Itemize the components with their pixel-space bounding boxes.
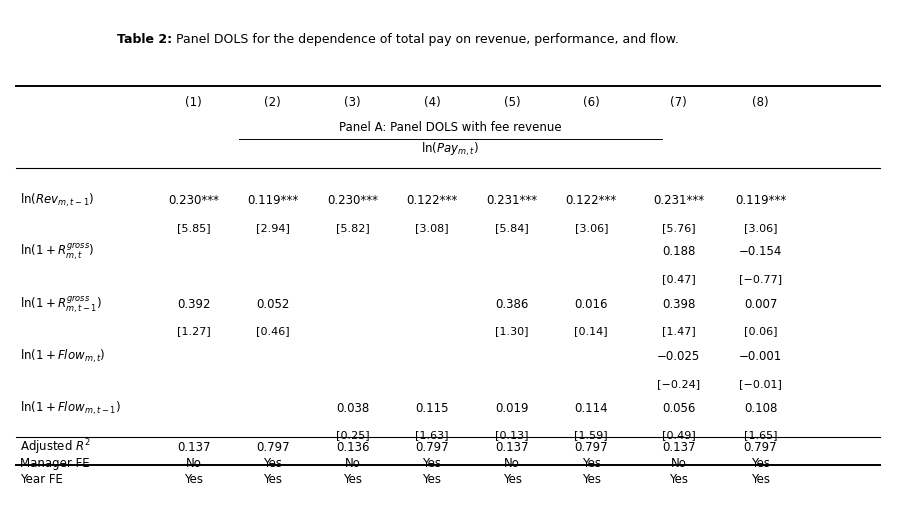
Text: 0.038: 0.038 [337, 402, 369, 415]
Text: 0.230***: 0.230*** [168, 194, 219, 207]
Text: Adjusted $R^2$: Adjusted $R^2$ [20, 438, 91, 457]
Text: [3.06]: [3.06] [743, 223, 778, 233]
Text: [0.46]: [0.46] [256, 327, 290, 337]
Text: 0.398: 0.398 [662, 298, 696, 311]
Text: [1.30]: [1.30] [495, 327, 529, 337]
Text: [−0.24]: [−0.24] [657, 379, 700, 389]
Text: 0.016: 0.016 [574, 298, 608, 311]
Text: [−0.77]: [−0.77] [739, 274, 782, 284]
Text: Yes: Yes [669, 473, 689, 486]
Text: ln$(1 + R^{\mathit{gross}}_{m,t-1})$: ln$(1 + R^{\mathit{gross}}_{m,t-1})$ [20, 294, 102, 314]
Text: [2.94]: [2.94] [256, 223, 290, 233]
Text: Yes: Yes [751, 457, 770, 470]
Text: Yes: Yes [422, 457, 442, 470]
Text: 0.122***: 0.122*** [566, 194, 617, 207]
Text: 0.114: 0.114 [574, 402, 608, 415]
Text: [0.13]: [0.13] [495, 430, 529, 441]
Text: Yes: Yes [581, 473, 601, 486]
Text: Yes: Yes [581, 457, 601, 470]
Text: [5.82]: [5.82] [336, 223, 370, 233]
Text: 0.108: 0.108 [743, 402, 778, 415]
Text: (8): (8) [752, 96, 769, 109]
Text: 0.136: 0.136 [336, 441, 370, 454]
Text: Year FE: Year FE [20, 473, 63, 486]
Text: −0.154: −0.154 [739, 245, 782, 258]
Text: [1.27]: [1.27] [176, 327, 211, 337]
Text: Yes: Yes [502, 473, 522, 486]
Text: ln($\mathit{Rev}_{m,t-1}$): ln($\mathit{Rev}_{m,t-1}$) [20, 192, 94, 209]
Text: ln$(1 + \mathit{Flow}_{m,t-1})$: ln$(1 + \mathit{Flow}_{m,t-1})$ [20, 400, 121, 417]
Text: [3.06]: [3.06] [574, 223, 608, 233]
Text: 0.231***: 0.231*** [487, 194, 537, 207]
Text: ln$(1 + \mathit{Flow}_{m,t})$: ln$(1 + \mathit{Flow}_{m,t})$ [20, 348, 105, 365]
Text: ln($\mathit{Pay}_{m,t}$): ln($\mathit{Pay}_{m,t}$) [421, 141, 479, 158]
Text: 0.052: 0.052 [256, 298, 290, 311]
Text: (4): (4) [424, 96, 440, 109]
Text: (6): (6) [583, 96, 599, 109]
Text: 0.386: 0.386 [495, 298, 529, 311]
Text: ln$(1 + R^{\mathit{gross}}_{m,t})$: ln$(1 + R^{\mathit{gross}}_{m,t})$ [20, 241, 94, 262]
Text: 0.007: 0.007 [743, 298, 778, 311]
Text: 0.797: 0.797 [256, 441, 290, 454]
Text: No: No [345, 457, 361, 470]
Text: [0.14]: [0.14] [574, 327, 608, 337]
Text: [−0.01]: [−0.01] [739, 379, 782, 389]
Text: (2): (2) [265, 96, 281, 109]
Text: −0.001: −0.001 [739, 350, 782, 363]
Text: No: No [504, 457, 520, 470]
Text: [1.59]: [1.59] [574, 430, 608, 441]
Text: Yes: Yes [263, 473, 283, 486]
Text: Table 2:: Table 2: [117, 33, 172, 46]
Text: 0.231***: 0.231*** [653, 194, 704, 207]
Text: [0.47]: [0.47] [662, 274, 696, 284]
Text: Yes: Yes [184, 473, 203, 486]
Text: [5.84]: [5.84] [495, 223, 529, 233]
Text: Yes: Yes [422, 473, 442, 486]
Text: [0.06]: [0.06] [743, 327, 778, 337]
Text: 0.392: 0.392 [176, 298, 211, 311]
Text: Yes: Yes [263, 457, 283, 470]
Text: 0.230***: 0.230*** [328, 194, 378, 207]
Text: (5): (5) [504, 96, 520, 109]
Text: [0.25]: [0.25] [336, 430, 370, 441]
Text: (1): (1) [185, 96, 202, 109]
Text: 0.119***: 0.119*** [735, 194, 786, 207]
Text: Panel DOLS for the dependence of total pay on revenue, performance, and flow.: Panel DOLS for the dependence of total p… [172, 33, 679, 46]
Text: [5.76]: [5.76] [662, 223, 696, 233]
Text: Yes: Yes [343, 473, 363, 486]
Text: 0.137: 0.137 [495, 441, 529, 454]
Text: 0.137: 0.137 [662, 441, 696, 454]
Text: 0.137: 0.137 [176, 441, 211, 454]
Text: Panel A: Panel DOLS with fee revenue: Panel A: Panel DOLS with fee revenue [338, 121, 562, 134]
Text: [3.08]: [3.08] [415, 223, 449, 233]
Text: 0.797: 0.797 [415, 441, 449, 454]
Text: (7): (7) [670, 96, 687, 109]
Text: 0.115: 0.115 [415, 402, 449, 415]
Text: [1.65]: [1.65] [743, 430, 778, 441]
Text: 0.797: 0.797 [574, 441, 608, 454]
Text: [0.49]: [0.49] [662, 430, 696, 441]
Text: No: No [670, 457, 687, 470]
Text: −0.025: −0.025 [657, 350, 700, 363]
Text: 0.056: 0.056 [662, 402, 696, 415]
Text: 0.188: 0.188 [662, 245, 696, 258]
Text: Yes: Yes [751, 473, 770, 486]
Text: [1.47]: [1.47] [662, 327, 696, 337]
Text: 0.797: 0.797 [743, 441, 778, 454]
Text: 0.122***: 0.122*** [407, 194, 457, 207]
Text: No: No [185, 457, 202, 470]
Text: [5.85]: [5.85] [176, 223, 211, 233]
Text: (3): (3) [345, 96, 361, 109]
Text: 0.119***: 0.119*** [248, 194, 298, 207]
Text: 0.019: 0.019 [495, 402, 529, 415]
Text: [1.63]: [1.63] [415, 430, 449, 441]
Text: Manager FE: Manager FE [20, 457, 89, 470]
